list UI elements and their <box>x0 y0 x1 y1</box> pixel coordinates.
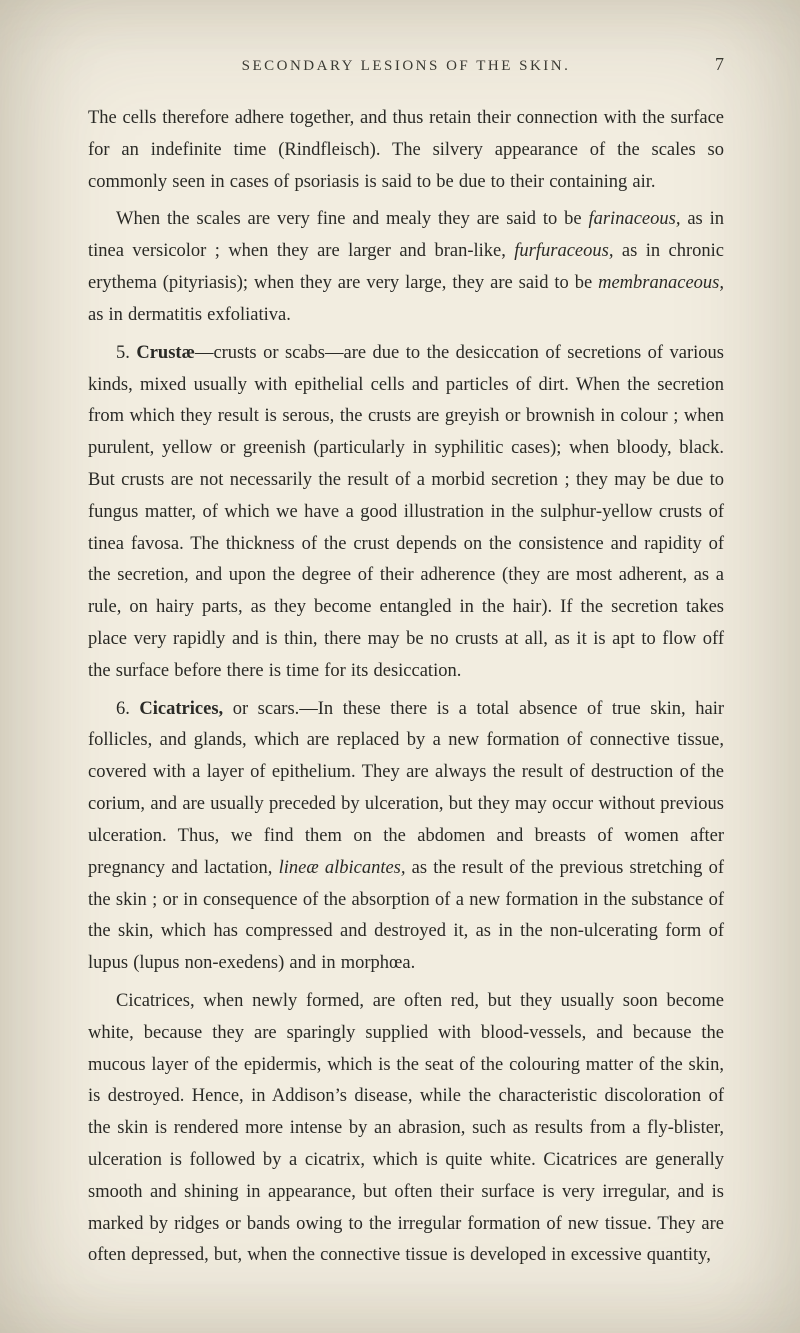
italic-term-furfuraceous: furfuraceous, <box>514 241 613 261</box>
term-cicatrices: Cicatrices, <box>139 699 223 719</box>
paragraph-5: Cicatrices, when newly formed, are often… <box>88 986 724 1272</box>
running-head: SECONDARY LESIONS OF THE SKIN. 7 <box>88 54 724 75</box>
running-title: SECONDARY LESIONS OF THE SKIN. <box>88 58 694 75</box>
item-number-6: 6. <box>116 699 139 719</box>
paragraph-1: The cells therefore adhere together, and… <box>88 103 724 198</box>
italic-term-membranaceous: membranaceous, <box>598 273 724 293</box>
italic-term-farinaceous: farinaceous, <box>588 209 680 229</box>
italic-term-lineae-albicantes: lineæ albicantes, <box>279 858 406 878</box>
text: When the scales are very fine and mealy … <box>116 209 588 229</box>
text: as in dermatitis exfoliativa. <box>88 305 291 325</box>
text: or scars.—In these there is a total abse… <box>88 699 724 878</box>
paragraph-4: 6. Cicatrices, or scars.—In these there … <box>88 694 724 980</box>
item-number-5: 5. <box>116 343 136 363</box>
paragraph-2: When the scales are very fine and mealy … <box>88 204 724 331</box>
paragraph-3: 5. Crustæ—crusts or scabs—are due to the… <box>88 338 724 688</box>
text: —crusts or scabs—are due to the desiccat… <box>88 343 724 681</box>
page-body: The cells therefore adhere together, and… <box>88 103 724 1272</box>
page-number: 7 <box>694 54 724 75</box>
term-crustae: Crustæ <box>136 343 195 363</box>
